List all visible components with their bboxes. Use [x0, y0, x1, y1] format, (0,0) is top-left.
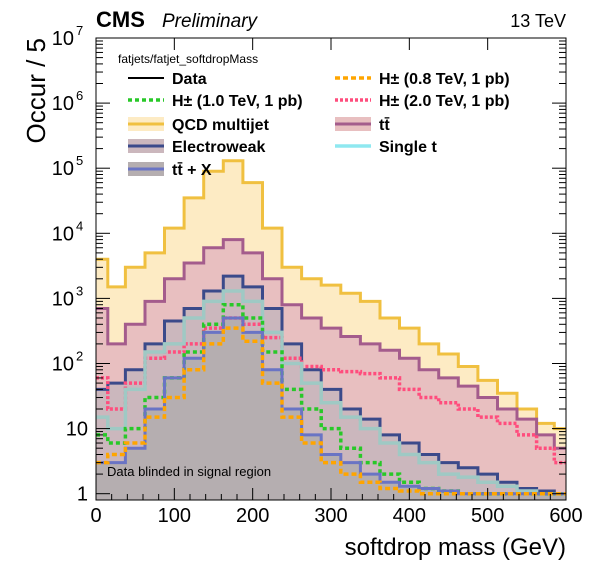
experiment-label: CMS	[96, 7, 145, 32]
legend-label-sig10: H± (1.0 TeV, 1 pb)	[172, 93, 303, 110]
x-tick-label: 400	[393, 505, 426, 527]
legend-label-sig08: H± (0.8 TeV, 1 pb)	[379, 71, 510, 88]
x-tick-label: 200	[236, 505, 269, 527]
legend: Data H± (0.8 TeV, 1 pb) H± (1.0 TeV, 1 pb)…	[128, 71, 510, 179]
x-tick-label: 600	[549, 505, 582, 527]
line-qcd	[96, 159, 566, 431]
y-tick-label: 1	[77, 484, 88, 506]
legend-label-ttbar: tt̄	[379, 116, 390, 134]
line-ttx	[96, 316, 566, 496]
legend-label-qcd: QCD multijet	[172, 117, 270, 134]
legend-label-ewk: Electroweak	[172, 139, 265, 156]
x-tick-label: 0	[90, 505, 101, 527]
line-ewk	[96, 274, 566, 496]
y-tick-label: 10	[52, 223, 74, 245]
y-tick-label: 10	[52, 93, 74, 115]
y-tick-exponent: 2	[76, 348, 83, 363]
status-label: Preliminary	[162, 11, 259, 32]
y-tick-label: 10	[52, 28, 74, 50]
y-tick-label: 10	[52, 353, 74, 375]
y-axis-label: Occur / 5	[21, 38, 51, 143]
y-tick-exponent: 6	[76, 88, 83, 103]
y-tick-label: 10	[52, 158, 74, 180]
y-tick-label: 10	[66, 419, 88, 441]
legend-label-sig20: H± (2.0 TeV, 1 pb)	[379, 93, 510, 110]
line-sig08	[96, 326, 566, 496]
legend-header: fatjets/fatjet_softdropMass	[118, 52, 258, 66]
x-tick-label: 300	[314, 505, 347, 527]
legend-label-ttx: tt̄ + X	[172, 161, 212, 179]
x-tick-label: 100	[158, 505, 191, 527]
energy-label: 13 TeV	[510, 11, 566, 31]
x-axis-label: softdrop mass (GeV)	[345, 534, 566, 561]
area-ttx	[96, 318, 566, 500]
x-tick-label: 500	[471, 505, 504, 527]
y-tick-exponent: 4	[76, 218, 83, 233]
line-ttbar	[96, 238, 566, 450]
stack-fills	[96, 160, 566, 501]
y-tick-exponent: 5	[76, 153, 83, 168]
series-lines	[96, 159, 566, 496]
blinded-annotation: Data blinded in signal region	[107, 464, 271, 479]
y-tick-exponent: 3	[76, 283, 83, 298]
line-st	[96, 289, 566, 496]
y-tick-label: 10	[52, 288, 74, 310]
legend-label-st: Single t	[379, 139, 437, 156]
legend-label-data: Data	[172, 71, 207, 88]
y-tick-exponent: 7	[76, 23, 83, 38]
